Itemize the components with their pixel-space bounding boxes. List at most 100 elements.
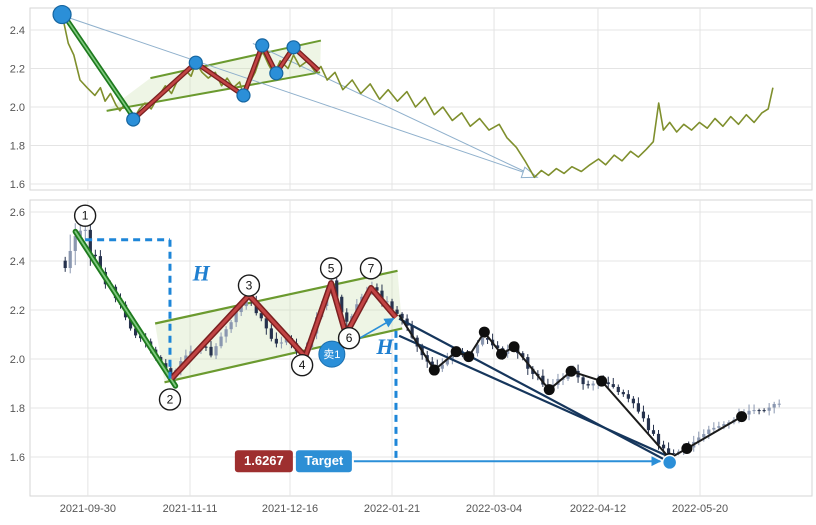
- wave-point-number: 3: [246, 279, 253, 293]
- x-axis-date-label: 2022-01-21: [364, 503, 420, 515]
- target-button-label: Target: [305, 453, 344, 468]
- y-axis-label: 2.4: [10, 25, 25, 37]
- candle-body: [480, 338, 485, 345]
- y-axis-label: 2.0: [10, 102, 25, 114]
- decline-trend-line[interactable]: [398, 334, 671, 459]
- candle-body: [581, 377, 585, 385]
- downtrend-pole-highlight: [61, 11, 137, 122]
- x-axis-date-label: 2021-09-30: [60, 503, 116, 515]
- candle-body: [133, 328, 138, 336]
- candle-body: [762, 410, 766, 412]
- swing-dot-black[interactable]: [565, 365, 577, 377]
- candle-body: [641, 411, 646, 419]
- swing-dot-black[interactable]: [428, 364, 440, 376]
- candle-body: [224, 329, 228, 337]
- candle-body: [340, 296, 344, 313]
- candle-body: [697, 437, 701, 442]
- swing-dot-blue[interactable]: [286, 40, 301, 55]
- swing-dot-black[interactable]: [596, 375, 608, 387]
- candle-body: [646, 418, 651, 431]
- swing-dot-black[interactable]: [496, 348, 508, 360]
- candle-body: [707, 429, 711, 435]
- y-axis-label: 1.8: [10, 141, 25, 153]
- candle-body: [611, 384, 615, 387]
- candle-body: [234, 312, 238, 323]
- target-button[interactable]: [295, 450, 352, 473]
- candle-body: [68, 250, 72, 269]
- swing-dot-blue[interactable]: [188, 55, 203, 70]
- swing-dot-black[interactable]: [543, 384, 555, 396]
- swing-dot-blue[interactable]: [126, 112, 141, 127]
- candle-body: [485, 338, 490, 340]
- candle-body: [73, 236, 77, 251]
- candle-body: [375, 287, 379, 291]
- projection-line[interactable]: [252, 42, 534, 176]
- wave-point-number: 2: [167, 392, 174, 406]
- y-axis-label: 1.8: [10, 403, 25, 415]
- swing-dot-blue[interactable]: [52, 4, 72, 25]
- candle-body: [621, 392, 625, 395]
- swing-dot-blue[interactable]: [269, 66, 284, 81]
- swing-dot-black[interactable]: [450, 346, 462, 358]
- candle-body: [229, 322, 233, 330]
- wave-point-number: 7: [368, 261, 375, 275]
- candle-body: [259, 313, 263, 319]
- candle-body: [395, 309, 399, 314]
- swing-dot-blue[interactable]: [236, 88, 251, 103]
- candle-body: [279, 342, 284, 344]
- flag-channel-line[interactable]: [106, 71, 321, 112]
- wave-point-2[interactable]: [158, 388, 182, 411]
- y-axis-label: 1.6: [10, 452, 25, 464]
- candle-body: [239, 306, 243, 313]
- wave-point-number: 1: [82, 209, 89, 223]
- decline-trend-line[interactable]: [398, 317, 672, 465]
- candle-body: [63, 260, 67, 269]
- swing-dot-black[interactable]: [681, 442, 693, 454]
- height-label: H: [192, 261, 211, 286]
- y-axis-label: 1.6: [10, 179, 25, 191]
- sell-signal-marker[interactable]: [318, 340, 346, 368]
- swing-dot-black[interactable]: [463, 351, 475, 363]
- wave-point-number: 4: [299, 358, 306, 372]
- x-axis-date-label: 2022-03-04: [466, 503, 522, 515]
- flag-channel-line[interactable]: [164, 327, 403, 384]
- wave-point-number: 5: [328, 261, 335, 275]
- candle-body: [400, 313, 404, 319]
- candle-body: [335, 280, 339, 297]
- flag-channel-line[interactable]: [154, 269, 398, 325]
- candle-body: [661, 444, 666, 449]
- candle-body: [631, 398, 635, 404]
- x-axis-date-label: 2021-11-11: [163, 503, 218, 515]
- wave-point-5[interactable]: [319, 257, 343, 280]
- wave-point-3[interactable]: [237, 274, 261, 297]
- y-axis-label: 2.4: [10, 256, 25, 268]
- swing-dot-black[interactable]: [736, 411, 748, 423]
- target-reached-dot[interactable]: [661, 454, 678, 471]
- swing-dot-blue[interactable]: [255, 38, 270, 53]
- wave-point-6[interactable]: [337, 326, 361, 350]
- wave-point-4[interactable]: [290, 353, 314, 377]
- target-price-badge[interactable]: [234, 450, 293, 473]
- swing-dot-black[interactable]: [508, 341, 520, 353]
- candle-body: [78, 230, 82, 237]
- candle-body: [93, 254, 97, 257]
- candle-body: [164, 363, 168, 369]
- wave-point-7[interactable]: [359, 257, 383, 280]
- candle-body: [722, 424, 726, 427]
- swing-dot-black[interactable]: [478, 326, 490, 338]
- x-axis-date-label: 2021-12-16: [262, 503, 318, 515]
- x-axis-date-label: 2022-05-20: [672, 503, 728, 515]
- height-label: H: [375, 334, 394, 359]
- candle-body: [83, 229, 87, 231]
- candle-body: [274, 338, 278, 344]
- projection-line[interactable]: [65, 16, 533, 176]
- candle-body: [772, 403, 776, 408]
- candle-body: [541, 375, 545, 385]
- wave-point-1[interactable]: [73, 204, 97, 227]
- candle-body: [204, 346, 208, 348]
- candle-body: [88, 229, 92, 255]
- candle-body: [521, 353, 525, 358]
- candle-body: [345, 312, 349, 322]
